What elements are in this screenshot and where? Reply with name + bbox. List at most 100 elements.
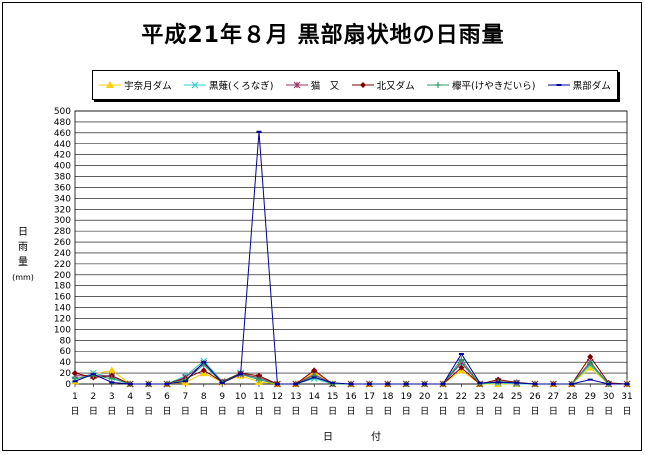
x-tick-label: 1	[72, 392, 78, 402]
x-tick-label: 30	[603, 392, 615, 402]
y-tick-label: 180	[54, 282, 71, 292]
x-tick-label: 22	[456, 392, 467, 402]
y-tick-label: 60	[60, 347, 72, 357]
y-tick-label: 320	[54, 205, 71, 215]
legend-item-1: 宇奈月ダム	[99, 78, 172, 92]
series-line-6	[74, 131, 627, 385]
legend-label: 北又ダム	[376, 81, 415, 92]
x-tick-suffix: 日	[162, 406, 171, 417]
chart-title: 平成21年８月 黒部扇状地の日雨量	[141, 23, 505, 48]
legend-swatch-icon	[547, 84, 570, 86]
x-tick-label: 16	[345, 392, 357, 402]
data-point	[495, 381, 501, 384]
x-tick-suffix: 日	[328, 406, 337, 417]
y-tick-label: 460	[54, 129, 71, 139]
y-axis-label-char-1: 日	[18, 227, 28, 238]
data-point	[606, 383, 612, 385]
x-tick-label: 3	[109, 392, 115, 402]
y-tick-label: 500	[54, 107, 71, 117]
x-tick-suffix: 日	[530, 406, 539, 417]
x-tick-suffix: 日	[273, 406, 282, 417]
series-line-4	[74, 355, 628, 385]
y-tick-label: 140	[54, 304, 71, 314]
data-point	[587, 360, 594, 367]
legend-label: 宇奈月ダム	[124, 81, 172, 92]
y-tick-label: 420	[54, 151, 71, 161]
data-point	[458, 356, 465, 363]
data-point	[587, 353, 594, 360]
x-tick-label: 15	[327, 392, 338, 402]
data-point	[348, 383, 354, 385]
legend-swatch-icon	[184, 81, 207, 89]
data-point	[330, 381, 336, 384]
y-tick-label: 0	[65, 380, 71, 390]
y-tick-label: 200	[54, 271, 71, 281]
legend-swatch-icon	[285, 81, 308, 89]
x-tick-suffix: 日	[218, 406, 227, 417]
x-tick-suffix: 日	[89, 406, 98, 417]
data-point	[274, 383, 280, 385]
legend-item-2: 黒薙(くろなぎ)	[184, 78, 273, 92]
x-tick-label: 20	[419, 392, 431, 402]
data-point	[108, 375, 115, 382]
x-tick-suffix: 日	[181, 406, 190, 417]
x-tick-label: 11	[253, 392, 264, 402]
data-point	[238, 373, 244, 376]
x-tick-suffix: 日	[383, 406, 392, 417]
plot-border	[74, 110, 628, 385]
data-point	[403, 383, 409, 385]
x-tick-suffix: 日	[70, 406, 79, 417]
data-point	[458, 352, 464, 355]
data-point	[422, 383, 428, 385]
data-point	[72, 380, 78, 383]
x-tick-label: 9	[219, 392, 225, 402]
legend-marker-icon	[293, 81, 301, 89]
y-axis-label: 日 雨 量 (mm)	[11, 225, 35, 285]
data-point	[201, 361, 207, 364]
x-tick-suffix: 日	[420, 406, 429, 417]
x-tick-suffix: 日	[494, 406, 503, 417]
x-tick-label: 5	[146, 392, 152, 402]
data-point	[311, 376, 317, 379]
legend: 宇奈月ダム 黒薙(くろなぎ) 猫 又 北又ダム 欅平(けやきだいら) 黒部ダム	[92, 70, 618, 100]
data-point	[164, 383, 170, 385]
y-tick-label: 80	[60, 336, 72, 346]
x-tick-label: 31	[621, 392, 632, 402]
x-tick-suffix: 日	[622, 406, 631, 417]
legend-swatch-icon	[351, 82, 374, 88]
x-tick-suffix: 日	[438, 406, 447, 417]
y-tick-label: 360	[54, 183, 71, 193]
x-tick-label: 2	[91, 392, 97, 402]
data-point	[514, 381, 520, 384]
y-tick-label: 440	[54, 140, 71, 150]
x-tick-suffix: 日	[291, 406, 300, 417]
y-axis-unit: (mm)	[12, 273, 34, 282]
x-tick-suffix: 日	[586, 406, 595, 417]
y-tick-label: 260	[54, 238, 71, 248]
y-tick-label: 380	[54, 173, 71, 183]
legend-marker-icon	[556, 84, 562, 86]
x-axis-label: 日 付	[323, 432, 395, 443]
y-tick-label: 400	[54, 162, 71, 172]
data-point	[532, 383, 538, 385]
x-tick-suffix: 日	[199, 406, 208, 417]
legend-item-6: 黒部ダム	[547, 78, 611, 92]
x-tick-label: 18	[382, 392, 394, 402]
y-tick-label: 480	[54, 118, 71, 128]
legend-swatch-icon	[99, 81, 122, 88]
x-tick-suffix: 日	[107, 406, 116, 417]
y-tick-label: 220	[54, 260, 71, 270]
legend-item-4: 北又ダム	[351, 78, 415, 92]
data-point	[385, 383, 391, 385]
legend-label: 黒部ダム	[572, 81, 611, 92]
x-tick-suffix: 日	[402, 406, 411, 417]
data-point	[624, 383, 630, 385]
x-tick-label: 25	[511, 392, 522, 402]
x-tick-label: 10	[235, 392, 247, 402]
x-tick-label: 26	[529, 392, 541, 402]
legend-label: 欅平(けやきだいら)	[452, 81, 536, 92]
chart-frame: 平成21年８月 黒部扇状地の日雨量 宇奈月ダム 黒薙(くろなぎ) 猫 又 北又ダム 欅平…	[2, 2, 642, 451]
x-tick-suffix: 日	[254, 406, 263, 417]
y-tick-label: 300	[54, 216, 71, 226]
x-tick-suffix: 日	[567, 406, 576, 417]
